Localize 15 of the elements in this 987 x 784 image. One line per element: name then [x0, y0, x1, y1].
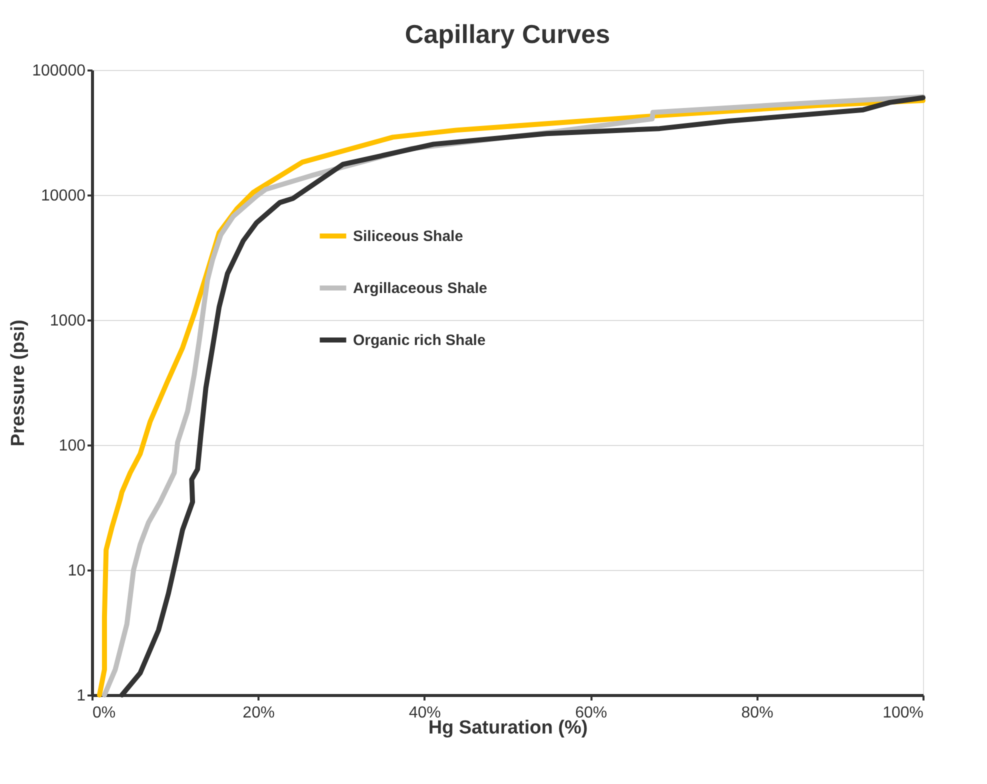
- y-tick-label: 1: [76, 688, 86, 704]
- y-tick-label: 100000: [32, 62, 86, 80]
- legend-label: Siliceous Shale: [353, 228, 464, 245]
- y-tick-label: 1000: [50, 312, 86, 330]
- legend-label: Organic rich Shale: [353, 332, 486, 349]
- y-tick-label: 100: [58, 438, 86, 454]
- x-tick-label: 80%: [741, 704, 774, 722]
- y-tick-label: 10000: [41, 188, 86, 204]
- x-tick-label: 0%: [92, 704, 116, 722]
- x-tick-label: 20%: [242, 704, 275, 722]
- x-tick-label: 100%: [882, 704, 924, 722]
- y-axis-title: Pressure (psi): [8, 320, 30, 446]
- chart-title: Capillary Curves: [404, 19, 610, 49]
- y-tick-label: 10: [68, 562, 86, 580]
- legend-label: Argillaceous Shale: [353, 280, 488, 297]
